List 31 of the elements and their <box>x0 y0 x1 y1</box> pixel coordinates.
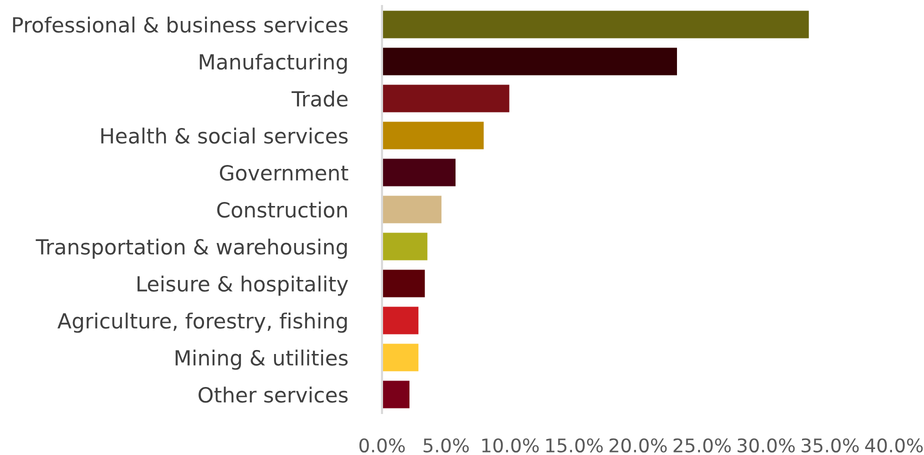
y-tick-label: Manufacturing <box>200 54 347 74</box>
bar <box>382 268 426 299</box>
y-tick-label: Transportation & warehousing <box>36 238 347 259</box>
y-tick-label: Trade <box>292 90 348 107</box>
y-tick-label: Government <box>220 164 348 181</box>
x-tick-label: 5.0% <box>424 438 469 453</box>
y-tick-label: Leisure & hospitality <box>138 276 348 296</box>
bar <box>382 305 420 336</box>
x-tick-label: 25.0% <box>674 438 731 453</box>
x-tick-label: 15.0% <box>546 438 603 453</box>
bar <box>382 9 810 40</box>
x-tick-label: 10.0% <box>482 438 539 453</box>
y-tick-label: Mining & utilities <box>176 350 348 370</box>
x-tick-label: 40.0% <box>865 438 923 453</box>
y-tick-label: Professional & business services <box>13 16 348 33</box>
bar <box>382 83 511 114</box>
y-tick-label: Construction <box>217 202 347 218</box>
bar <box>382 342 420 373</box>
x-tick-label: 30.0% <box>738 438 795 453</box>
x-tick-label: 20.0% <box>610 438 667 453</box>
y-tick-label: Agriculture, forestry, fishing <box>57 312 347 333</box>
bar <box>382 231 429 262</box>
bar <box>382 379 411 410</box>
y-tick-label: Other services <box>198 386 348 403</box>
bar <box>382 157 457 188</box>
y-tick-label: Health & social services <box>101 128 348 144</box>
x-tick-label: 0.0% <box>359 438 405 453</box>
x-tick-label: 35.0% <box>802 438 859 453</box>
bar <box>382 46 678 77</box>
bar <box>382 120 486 151</box>
bar <box>382 194 443 225</box>
